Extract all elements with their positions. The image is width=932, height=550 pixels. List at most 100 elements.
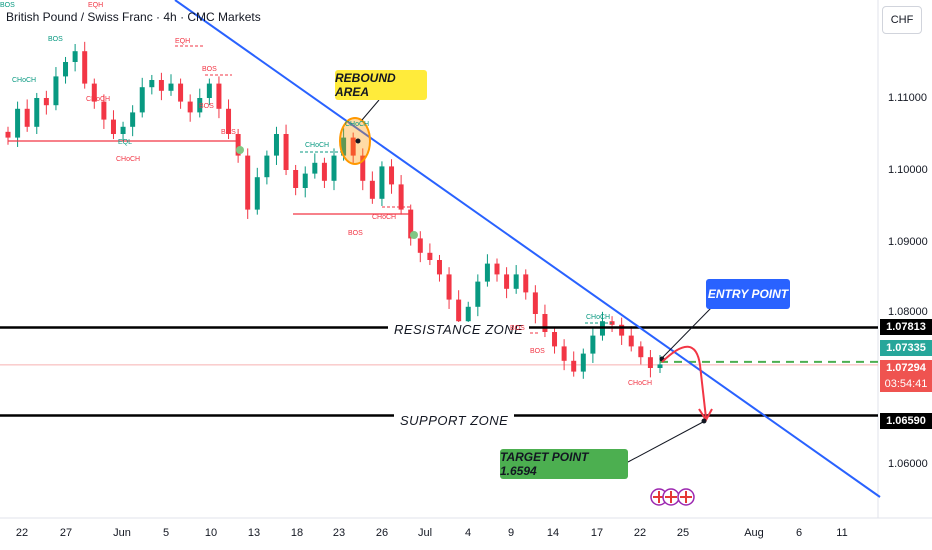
candle-body [245, 155, 251, 210]
candle-body [53, 76, 59, 106]
time-tick: Jul [417, 527, 433, 539]
time-tick: 18 [290, 527, 304, 539]
candle-body [580, 353, 586, 372]
structure-label: EQH [88, 2, 104, 9]
time-tick: 26 [375, 527, 389, 539]
candle-body [484, 263, 490, 282]
candle-body [360, 155, 366, 181]
candle-body [417, 238, 423, 253]
descending-trendline [174, 0, 881, 498]
candle-body [139, 87, 145, 113]
candle-body [513, 274, 519, 289]
candle-body [216, 83, 222, 109]
time-tick: Jun [113, 527, 131, 539]
candle-body [187, 101, 193, 113]
time-tick: Aug [744, 527, 764, 539]
candle-body [379, 166, 385, 199]
time-tick: 4 [464, 527, 472, 539]
candle-body [389, 166, 395, 185]
time-tick: 10 [204, 527, 218, 539]
time-tick: 9 [507, 527, 515, 539]
candle-body [552, 332, 558, 347]
candle-body [465, 306, 471, 322]
candle-body [63, 62, 69, 77]
candle-body [628, 335, 634, 347]
candle-body [350, 137, 356, 156]
structure-label: CHoCH [372, 214, 397, 221]
candle-body [101, 101, 107, 120]
candle-body [72, 51, 78, 62]
candle-body [321, 162, 327, 181]
structure-label: CHoCH [305, 142, 330, 149]
structure-label: CHoCH [345, 121, 370, 128]
candle-body [273, 134, 279, 156]
candle-body [226, 108, 232, 134]
structure-label: BOS [348, 230, 363, 237]
currency-selector[interactable]: CHF [882, 6, 922, 34]
time-tick: 23 [332, 527, 346, 539]
candle-body [647, 357, 653, 368]
chart-title: British Pound / Swiss Franc · 4h · CMC M… [6, 10, 261, 24]
structure-label: BOS [199, 103, 214, 110]
candle-body [15, 108, 21, 138]
entry-point-callout: ENTRY POINT [706, 279, 790, 309]
candle-body [456, 299, 462, 322]
candle-body [542, 314, 548, 332]
candle-body [264, 155, 270, 178]
rebound-dot [355, 138, 361, 144]
rebound-area-circle [339, 117, 371, 165]
structure-label: BOS [221, 129, 236, 136]
time-tick: 11 [836, 527, 848, 539]
candle-body [235, 134, 241, 156]
time-tick: 6 [795, 527, 803, 539]
candle-body [590, 335, 596, 354]
price-tick: 1.09000 [888, 236, 928, 248]
swing-marker [410, 231, 418, 239]
bar-countdown: 03:54:41 [880, 376, 932, 392]
structure-label: EQH [175, 38, 191, 45]
candle-body [369, 180, 375, 199]
candle-body [178, 83, 184, 102]
candle-body [638, 346, 644, 358]
support-price-badge: 1.06590 [880, 413, 932, 429]
structure-label: BOS [48, 36, 63, 43]
time-tick: 5 [162, 527, 170, 539]
candle-body [427, 252, 433, 260]
candle-body [341, 137, 347, 156]
candle-body [5, 131, 11, 138]
candle-body [168, 83, 174, 91]
candle-body [619, 324, 625, 336]
price-tick: 1.06000 [888, 458, 928, 470]
candle-body [609, 321, 615, 325]
target-point-callout: TARGET POINT 1.6594 [500, 449, 628, 479]
candle-body [110, 119, 116, 134]
candle-body [34, 98, 40, 127]
time-tick: 14 [546, 527, 560, 539]
structure-label: BOS [530, 348, 545, 355]
candle-body [312, 162, 318, 174]
structure-label: CHoCH [586, 314, 611, 321]
resistance-price-badge: 1.07813 [880, 319, 932, 335]
candle-body [158, 80, 164, 91]
candle-body [436, 260, 442, 275]
candle-body [149, 80, 155, 88]
candle-body [561, 346, 567, 361]
target-connector [627, 421, 704, 463]
structure-label: BOS [202, 66, 217, 73]
candle-body [523, 274, 529, 293]
time-tick: 27 [59, 527, 73, 539]
candle-body [91, 83, 97, 102]
candle-body [475, 281, 481, 307]
price-tick: 1.10000 [888, 164, 928, 176]
candle-body [532, 292, 538, 314]
structure-label: CHoCH [628, 380, 653, 387]
candle-body [130, 112, 136, 127]
time-tick: 22 [633, 527, 647, 539]
ask-price-badge: 1.07335 [880, 340, 932, 356]
candle-body [398, 184, 404, 210]
time-tick: 22 [15, 527, 29, 539]
time-tick: 13 [247, 527, 261, 539]
structure-label: CHoCH [12, 77, 37, 84]
time-tick: 25 [676, 527, 690, 539]
